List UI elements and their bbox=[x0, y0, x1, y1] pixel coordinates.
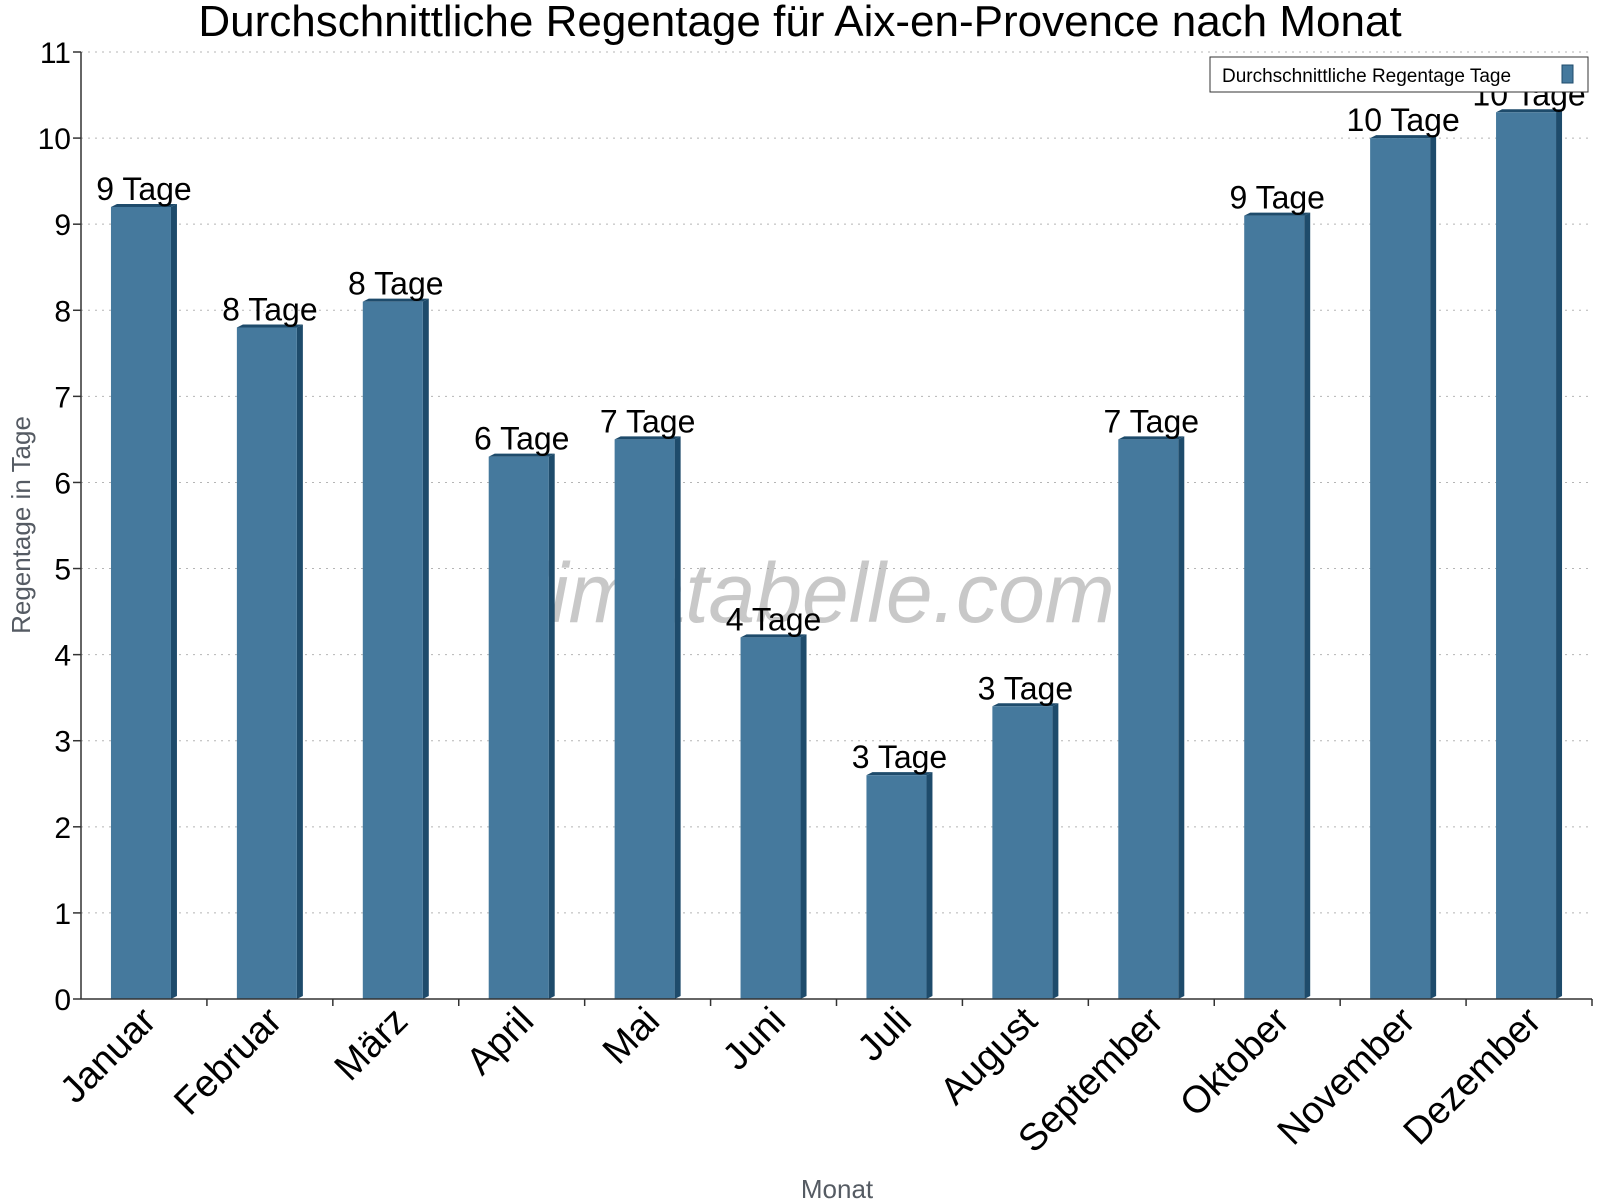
bar-top bbox=[488, 453, 555, 457]
bar bbox=[1244, 212, 1311, 999]
data-label: 6 Tage bbox=[474, 421, 570, 457]
bar-front bbox=[1118, 439, 1179, 1000]
data-label: 9 Tage bbox=[96, 171, 192, 207]
bars bbox=[110, 109, 1563, 1000]
y-tick-label: 0 bbox=[54, 984, 71, 1017]
x-axis-label: Monat bbox=[801, 1174, 874, 1200]
legend-swatch bbox=[1561, 64, 1574, 84]
legend: Durchschnittliche Regentage Tage bbox=[1209, 56, 1589, 93]
bar bbox=[992, 703, 1059, 999]
bar-top bbox=[614, 436, 681, 440]
bar-front bbox=[992, 706, 1053, 999]
bar-side bbox=[170, 203, 177, 1000]
y-tick-label: 9 bbox=[54, 209, 71, 242]
gridlines bbox=[81, 51, 1592, 914]
data-labels: 9 Tage 8 Tage 8 Tage 6 Tage 7 Tage 4 Tage 3 Ta… bbox=[96, 76, 1585, 775]
bar bbox=[236, 324, 303, 999]
bar-side bbox=[296, 324, 303, 999]
data-label: 3 Tage bbox=[852, 739, 948, 775]
bar-top bbox=[110, 203, 177, 207]
legend-box bbox=[1209, 56, 1589, 93]
bar-front bbox=[110, 206, 171, 1000]
x-tick-label: Mai bbox=[595, 1000, 668, 1073]
y-tick-label: 5 bbox=[54, 554, 71, 587]
bar-top bbox=[1496, 109, 1563, 113]
bar bbox=[614, 436, 681, 1000]
legend-label: Durchschnittliche Regentage Tage bbox=[1222, 66, 1511, 87]
bar-top bbox=[236, 324, 303, 328]
bar-top bbox=[992, 703, 1059, 707]
x-tick-label: Dezember bbox=[1396, 999, 1550, 1153]
x-axis-ticks: Januar Februar März April Mai Juni Juli AugustS… bbox=[52, 999, 1593, 1161]
y-tick-label: 2 bbox=[54, 812, 71, 845]
bar-top bbox=[362, 298, 429, 302]
bar-side bbox=[1178, 436, 1185, 1000]
x-tick-label: Juni bbox=[715, 1000, 794, 1079]
bar-top bbox=[866, 772, 933, 776]
bar-front bbox=[488, 456, 549, 999]
data-label: 8 Tage bbox=[348, 266, 444, 302]
bar bbox=[1118, 436, 1185, 1000]
bar bbox=[1496, 109, 1563, 1000]
bar-front bbox=[1370, 138, 1431, 999]
bar-side bbox=[422, 298, 429, 999]
bar-top bbox=[1118, 436, 1185, 440]
bar bbox=[1370, 135, 1437, 999]
y-axis-ticks: 0 1 2 3 4 5 6 7 8 9 10 11 bbox=[38, 37, 81, 1017]
x-tick-label: März bbox=[327, 1000, 416, 1089]
x-tick-label: Oktober bbox=[1172, 999, 1298, 1125]
x-tick-label: Juli bbox=[850, 1000, 920, 1070]
y-tick-label: 7 bbox=[54, 381, 71, 414]
x-tick-label: Februar bbox=[166, 999, 290, 1123]
x-tick-label: April bbox=[459, 1000, 542, 1083]
bar-top bbox=[1244, 212, 1311, 216]
axes bbox=[80, 52, 1592, 1000]
bar-side bbox=[1556, 109, 1563, 1000]
bar-front bbox=[1244, 215, 1305, 999]
bar-front bbox=[740, 637, 801, 999]
bar-side bbox=[1304, 212, 1311, 999]
bar bbox=[866, 772, 933, 999]
y-tick-label: 4 bbox=[54, 640, 71, 673]
data-label: 10 Tage bbox=[1346, 102, 1459, 138]
y-axis-label: Regentage in Tage bbox=[6, 416, 36, 634]
x-tick-label: August bbox=[932, 999, 1046, 1113]
bar-side bbox=[926, 772, 933, 999]
x-tick-label: November bbox=[1270, 999, 1424, 1153]
bar-side bbox=[548, 453, 555, 999]
data-label: 3 Tage bbox=[978, 670, 1074, 706]
y-tick-label: 8 bbox=[54, 295, 71, 328]
data-label: 7 Tage bbox=[600, 403, 696, 439]
bar bbox=[488, 453, 555, 999]
bar-front bbox=[362, 301, 423, 999]
y-tick-label: 6 bbox=[54, 467, 71, 500]
y-tick-label: 3 bbox=[54, 726, 71, 759]
bar-top bbox=[740, 634, 807, 638]
y-tick-label: 10 bbox=[38, 123, 71, 156]
data-label: 4 Tage bbox=[726, 601, 822, 637]
bar bbox=[362, 298, 429, 999]
bar-side bbox=[1052, 703, 1059, 999]
bar-front bbox=[1496, 112, 1557, 1000]
bar-top bbox=[1370, 135, 1437, 139]
y-tick-label: 11 bbox=[40, 37, 71, 70]
bar-front bbox=[236, 327, 297, 999]
data-label: 9 Tage bbox=[1229, 180, 1325, 216]
chart-title: Durchschnittliche Regentage für Aix-en-P… bbox=[198, 0, 1401, 46]
y-tick-label: 1 bbox=[54, 898, 71, 931]
bar bbox=[740, 634, 807, 999]
watermark: klimatabelle.com bbox=[489, 546, 1115, 640]
bar-front bbox=[866, 775, 927, 999]
bar-front bbox=[614, 439, 675, 1000]
bar bbox=[110, 203, 177, 1000]
bar-side bbox=[1430, 135, 1437, 999]
bar-side bbox=[800, 634, 807, 999]
data-label: 8 Tage bbox=[222, 291, 318, 327]
bar-side bbox=[674, 436, 681, 1000]
data-label: 7 Tage bbox=[1104, 403, 1200, 439]
